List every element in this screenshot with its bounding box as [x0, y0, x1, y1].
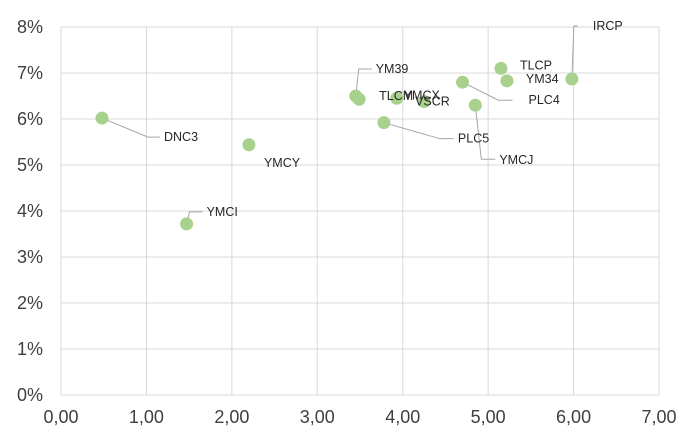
data-label: TLCP	[520, 58, 552, 72]
leader-line	[474, 105, 496, 160]
x-tick-label: 2,00	[214, 407, 249, 427]
x-tick-label: 6,00	[556, 407, 591, 427]
x-tick-label: 1,00	[129, 407, 164, 427]
y-tick-label: 4%	[17, 201, 43, 221]
leader-line	[383, 122, 454, 140]
y-tick-label: 2%	[17, 293, 43, 313]
leader-line	[101, 117, 161, 138]
data-label: YM39	[376, 62, 409, 76]
data-label: YMCY	[264, 156, 301, 170]
data-point	[494, 61, 508, 75]
data-label: YMCI	[207, 205, 238, 219]
data-label: PLC4	[529, 93, 560, 107]
data-label: IRCP	[593, 19, 623, 33]
leader-line	[355, 68, 372, 97]
y-tick-label: 8%	[17, 17, 43, 37]
x-tick-label: 5,00	[471, 407, 506, 427]
data-point	[95, 111, 109, 125]
data-label: YMCX	[404, 88, 441, 102]
data-point	[390, 91, 404, 105]
y-tick-label: 7%	[17, 63, 43, 83]
data-label: YM34	[526, 72, 559, 86]
data-point	[377, 116, 391, 130]
data-point	[500, 74, 514, 88]
y-tick-label: 0%	[17, 385, 43, 405]
x-tick-label: 0,00	[43, 407, 78, 427]
data-label: VSCR	[415, 95, 450, 109]
y-tick-label: 3%	[17, 247, 43, 267]
data-point	[180, 217, 194, 231]
data-point	[242, 138, 256, 152]
x-tick-label: 4,00	[385, 407, 420, 427]
x-tick-label: 7,00	[641, 407, 676, 427]
y-tick-label: 1%	[17, 339, 43, 359]
x-tick-label: 3,00	[300, 407, 335, 427]
y-tick-label: 6%	[17, 109, 43, 129]
data-point	[417, 95, 431, 109]
data-point	[352, 92, 366, 106]
data-point	[468, 98, 482, 112]
data-label: YMCJ	[499, 153, 533, 167]
leader-line	[571, 25, 578, 79]
data-label: TLCM	[379, 89, 413, 103]
data-point	[456, 75, 470, 89]
leader-line	[462, 81, 513, 101]
data-point	[565, 72, 579, 86]
y-tick-label: 5%	[17, 155, 43, 175]
data-label: DNC3	[164, 130, 198, 144]
data-label: PLC5	[458, 132, 489, 146]
